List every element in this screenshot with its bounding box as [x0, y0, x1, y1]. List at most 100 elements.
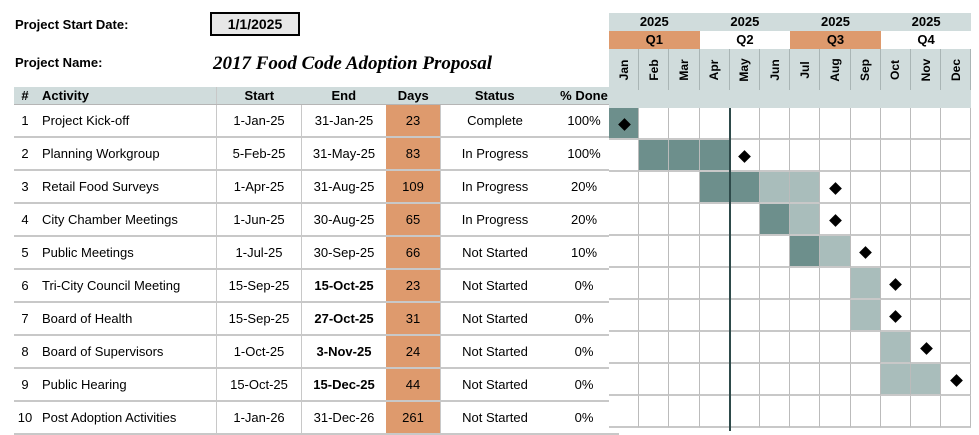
- gantt-cell[interactable]: [820, 108, 851, 140]
- gantt-cell[interactable]: [609, 236, 640, 268]
- gantt-cell[interactable]: [760, 172, 791, 204]
- start-date-cell[interactable]: 15-Sep-25: [216, 269, 302, 303]
- gantt-cell[interactable]: [790, 108, 821, 140]
- gantt-cell[interactable]: [790, 300, 821, 332]
- gantt-cell[interactable]: [639, 332, 670, 364]
- gantt-cell[interactable]: [941, 140, 972, 172]
- gantt-cell[interactable]: [880, 108, 911, 140]
- percent-done-cell[interactable]: 0%: [549, 269, 619, 303]
- gantt-cell[interactable]: [911, 108, 942, 140]
- gantt-cell[interactable]: [639, 172, 670, 204]
- gantt-cell[interactable]: [880, 140, 911, 172]
- gantt-cell[interactable]: [609, 332, 640, 364]
- days-cell[interactable]: 261: [386, 401, 441, 435]
- percent-done-cell[interactable]: 0%: [549, 335, 619, 369]
- table-row[interactable]: 10 Post Adoption Activities 1-Jan-26 31-Dec…: [14, 401, 619, 435]
- percent-done-cell[interactable]: 10%: [549, 236, 619, 270]
- gantt-cell[interactable]: [820, 268, 851, 300]
- gantt-cell[interactable]: [790, 396, 821, 428]
- table-row[interactable]: 3 Retail Food Surveys 1-Apr-25 31-Aug-25 109…: [14, 170, 619, 204]
- gantt-cell[interactable]: [820, 172, 851, 204]
- gantt-cell[interactable]: [699, 268, 730, 300]
- status-cell[interactable]: Not Started: [440, 401, 549, 435]
- gantt-cell[interactable]: [880, 332, 911, 364]
- gantt-cell[interactable]: [790, 268, 821, 300]
- days-cell[interactable]: 65: [386, 203, 441, 237]
- gantt-cell[interactable]: [790, 236, 821, 268]
- row-number[interactable]: 2: [14, 137, 36, 171]
- gantt-cell[interactable]: [941, 204, 972, 236]
- gantt-cell[interactable]: [699, 236, 730, 268]
- project-start-date-field[interactable]: 1/1/2025: [210, 12, 300, 36]
- gantt-cell[interactable]: [669, 140, 700, 172]
- start-date-cell[interactable]: 1-Oct-25: [216, 335, 302, 369]
- gantt-cell[interactable]: [911, 140, 942, 172]
- gantt-cell[interactable]: [941, 108, 972, 140]
- status-cell[interactable]: In Progress: [440, 137, 549, 171]
- gantt-cell[interactable]: [880, 172, 911, 204]
- gantt-cell[interactable]: [850, 204, 881, 236]
- gantt-cell[interactable]: [669, 108, 700, 140]
- gantt-cell[interactable]: [729, 268, 760, 300]
- gantt-cell[interactable]: [699, 364, 730, 396]
- gantt-cell[interactable]: [639, 268, 670, 300]
- status-cell[interactable]: Complete: [440, 104, 549, 138]
- end-date-cell[interactable]: 15-Dec-25: [301, 368, 386, 402]
- gantt-cell[interactable]: [911, 236, 942, 268]
- gantt-cell[interactable]: [760, 236, 791, 268]
- table-row[interactable]: 8 Board of Supervisors 1-Oct-25 3-Nov-25 24 N…: [14, 335, 619, 369]
- gantt-cell[interactable]: [729, 396, 760, 428]
- start-date-cell[interactable]: 1-Jan-26: [216, 401, 302, 435]
- gantt-cell[interactable]: [820, 140, 851, 172]
- gantt-cell[interactable]: [699, 108, 730, 140]
- gantt-cell[interactable]: [790, 204, 821, 236]
- gantt-cell[interactable]: [760, 300, 791, 332]
- gantt-cell[interactable]: [609, 396, 640, 428]
- percent-done-cell[interactable]: 20%: [549, 170, 619, 204]
- gantt-cell[interactable]: [880, 204, 911, 236]
- gantt-cell[interactable]: [880, 236, 911, 268]
- status-cell[interactable]: Not Started: [440, 302, 549, 336]
- table-row[interactable]: 6 Tri-City Council Meeting 15-Sep-25 15-Oct…: [14, 269, 619, 303]
- start-date-cell[interactable]: 1-Apr-25: [216, 170, 302, 204]
- percent-done-cell[interactable]: 20%: [549, 203, 619, 237]
- days-cell[interactable]: 44: [386, 368, 441, 402]
- gantt-cell[interactable]: [820, 300, 851, 332]
- status-cell[interactable]: In Progress: [440, 170, 549, 204]
- activity-cell[interactable]: Public Hearing: [36, 368, 217, 402]
- gantt-cell[interactable]: [850, 172, 881, 204]
- gantt-cell[interactable]: [941, 396, 972, 428]
- gantt-cell[interactable]: [941, 172, 972, 204]
- days-cell[interactable]: 23: [386, 269, 441, 303]
- gantt-cell[interactable]: [729, 364, 760, 396]
- status-cell[interactable]: Not Started: [440, 368, 549, 402]
- gantt-cell[interactable]: [729, 332, 760, 364]
- activity-cell[interactable]: Public Meetings: [36, 236, 217, 270]
- gantt-cell[interactable]: [609, 140, 640, 172]
- start-date-cell[interactable]: 1-Jul-25: [216, 236, 302, 270]
- gantt-cell[interactable]: [669, 300, 700, 332]
- percent-done-cell[interactable]: 0%: [549, 302, 619, 336]
- gantt-cell[interactable]: [729, 300, 760, 332]
- start-date-cell[interactable]: 5-Feb-25: [216, 137, 302, 171]
- gantt-cell[interactable]: [911, 300, 942, 332]
- gantt-cell[interactable]: [699, 332, 730, 364]
- row-number[interactable]: 9: [14, 368, 36, 402]
- gantt-cell[interactable]: [911, 204, 942, 236]
- status-cell[interactable]: In Progress: [440, 203, 549, 237]
- start-date-cell[interactable]: 15-Oct-25: [216, 368, 302, 402]
- end-date-cell[interactable]: 30-Aug-25: [301, 203, 386, 237]
- gantt-cell[interactable]: [609, 268, 640, 300]
- gantt-cell[interactable]: [760, 140, 791, 172]
- gantt-cell[interactable]: [729, 236, 760, 268]
- status-cell[interactable]: Not Started: [440, 269, 549, 303]
- end-date-cell[interactable]: 30-Sep-25: [301, 236, 386, 270]
- days-cell[interactable]: 31: [386, 302, 441, 336]
- gantt-cell[interactable]: [639, 396, 670, 428]
- end-date-cell[interactable]: 31-Jan-25: [301, 104, 386, 138]
- percent-done-cell[interactable]: 100%: [549, 104, 619, 138]
- gantt-cell[interactable]: [699, 140, 730, 172]
- gantt-cell[interactable]: [911, 396, 942, 428]
- start-date-cell[interactable]: 1-Jun-25: [216, 203, 302, 237]
- gantt-cell[interactable]: [699, 396, 730, 428]
